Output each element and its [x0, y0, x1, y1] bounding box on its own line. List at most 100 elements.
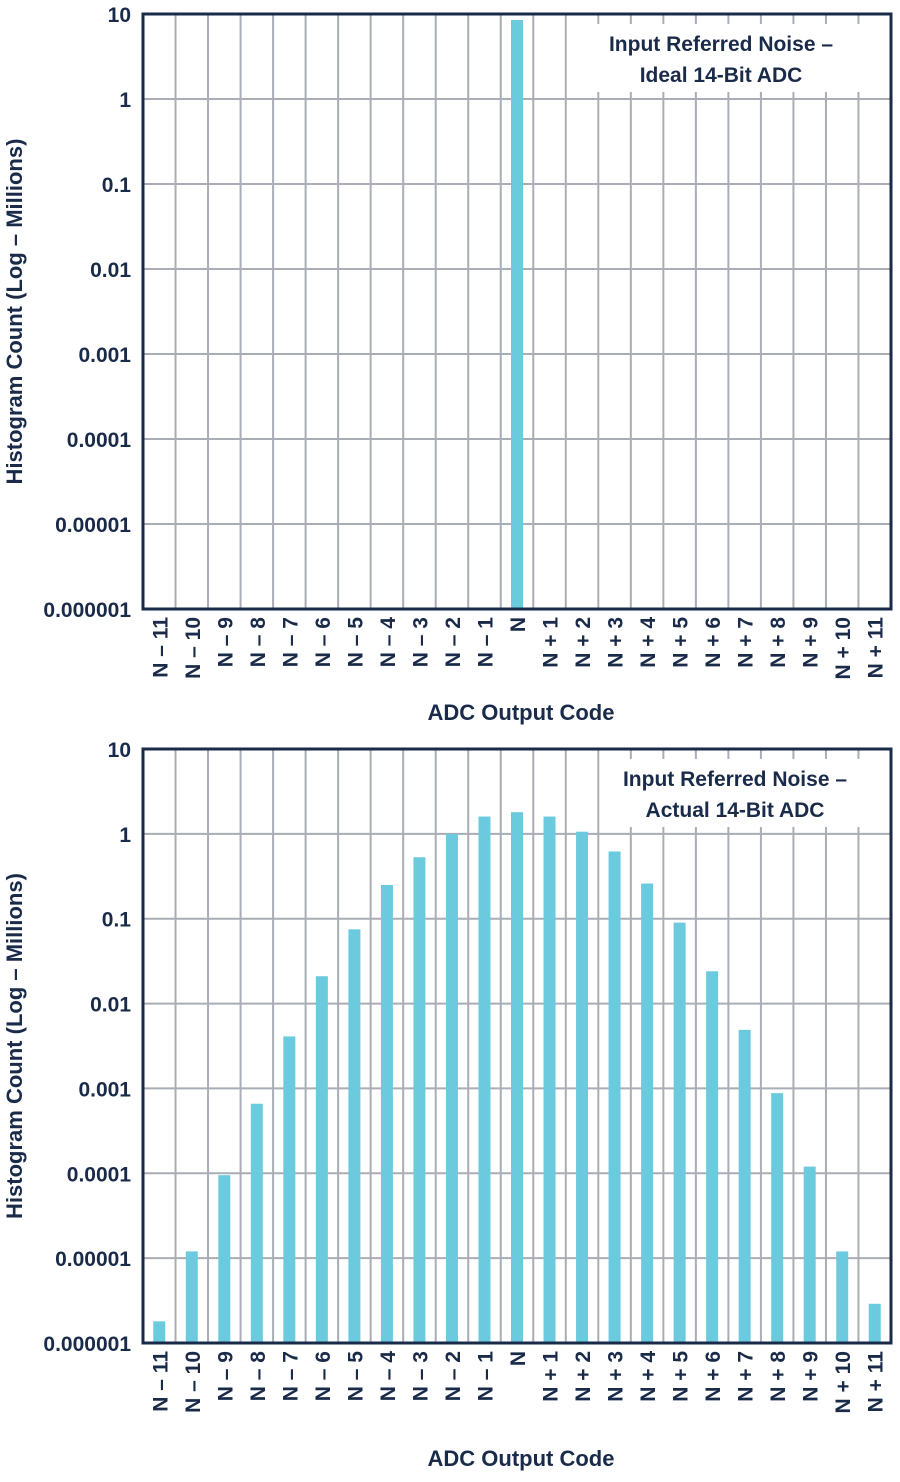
x-tick-label: N + 8 — [767, 617, 790, 668]
y-tick-label: 10 — [108, 739, 131, 762]
y-tick-label: 10 — [108, 4, 131, 27]
plot-frame — [141, 12, 893, 611]
x-tick-label: N + 2 — [572, 1351, 595, 1402]
y-tick-label: 0.0001 — [67, 429, 132, 452]
bar — [478, 816, 491, 1343]
y-tick-label: 0.0001 — [67, 1163, 132, 1186]
x-axis-label: ADC Output Code — [428, 1446, 615, 1471]
x-tick-label: N + 11 — [865, 617, 888, 679]
bar — [283, 1036, 296, 1343]
y-tick-label: 0.1 — [102, 174, 132, 197]
x-tick-label: N + 10 — [832, 617, 855, 679]
bar — [511, 19, 523, 610]
x-tick-label: N – 10 — [182, 617, 205, 679]
x-tick-label: N – 11 — [149, 1351, 172, 1412]
x-tick-label: N – 5 — [344, 617, 367, 668]
bar — [738, 1029, 751, 1343]
x-tick-label: N – 4 — [377, 617, 400, 668]
bar — [543, 816, 556, 1343]
x-tick-label: N – 6 — [312, 617, 335, 667]
x-tick-labels: N – 11 N – 10 N – 9 N – 8 N – 7 N – 6 N – 5 N –… — [149, 617, 887, 680]
x-tick-label: N + 10 — [832, 1351, 855, 1413]
x-tick-label: N + 6 — [702, 1351, 725, 1402]
bar — [185, 1251, 198, 1343]
x-tick-label: N + 4 — [637, 1351, 660, 1402]
x-tick-label: N – 3 — [409, 1351, 432, 1401]
y-tick-label: 0.000001 — [43, 599, 131, 622]
x-axis-label: ADC Output Code — [428, 700, 615, 725]
annotation-text: Actual 14-Bit ADC — [646, 799, 825, 822]
chart-ideal-adc: Input Referred Noise –Ideal 14-Bit ADC10… — [2, 4, 893, 725]
bar — [348, 929, 361, 1343]
bars — [153, 812, 881, 1343]
bar — [445, 833, 458, 1343]
bar — [413, 857, 426, 1343]
x-tick-label: N + 5 — [670, 1351, 693, 1402]
x-tick-label: N + 9 — [800, 617, 823, 668]
x-tick-label: N + 3 — [605, 1351, 628, 1402]
annotation-background — [600, 759, 870, 827]
x-tick-label: N – 8 — [247, 1351, 270, 1402]
y-tick-label: 0.001 — [78, 344, 131, 367]
x-tick-label: N – 9 — [214, 1351, 237, 1401]
annotation-text: Input Referred Noise – — [609, 33, 833, 56]
y-tick-label: 0.001 — [78, 1078, 131, 1101]
bars — [511, 19, 523, 610]
bar — [315, 976, 328, 1343]
bar — [153, 1321, 166, 1343]
bar — [771, 1093, 784, 1343]
bar — [836, 1251, 849, 1343]
bar — [868, 1303, 881, 1343]
bar — [608, 851, 621, 1343]
y-tick-labels: 10 1 0.1 0.01 0.001 0.0001 0.00001 0.000001 — [43, 739, 131, 1356]
y-tick-label: 1 — [119, 89, 131, 112]
y-axis-label: Histogram Count (Log – Millions) — [2, 139, 27, 485]
bar — [673, 922, 686, 1343]
x-tick-label: N + 7 — [735, 1351, 758, 1402]
x-tick-label: N – 3 — [409, 617, 432, 667]
annotation-background — [573, 24, 869, 92]
x-tick-label: N + 3 — [605, 617, 628, 668]
bar — [250, 1103, 263, 1343]
x-tick-label: N – 5 — [344, 1351, 367, 1402]
x-tick-label: N + 7 — [735, 617, 758, 668]
bar — [803, 1166, 816, 1343]
x-tick-label: N – 11 — [149, 617, 172, 678]
x-tick-label: N + 1 — [540, 617, 563, 668]
grid — [143, 749, 891, 1343]
y-tick-label: 0.000001 — [43, 1333, 131, 1356]
bar — [218, 1175, 231, 1343]
x-tick-label: N + 5 — [670, 617, 693, 668]
x-tick-label: N – 1 — [474, 617, 497, 668]
bar — [380, 884, 393, 1343]
x-tick-label: N – 4 — [377, 1351, 400, 1402]
y-tick-label: 0.1 — [102, 909, 132, 932]
x-tick-label: N — [507, 1351, 530, 1366]
y-tick-label: 1 — [119, 824, 131, 847]
x-tick-label: N – 10 — [182, 1351, 205, 1413]
annotation-text: Input Referred Noise – — [623, 768, 847, 791]
plot-frame — [141, 747, 893, 1345]
x-tick-label: N + 8 — [767, 1351, 790, 1402]
x-tick-label: N – 7 — [279, 617, 302, 667]
y-tick-label: 0.00001 — [55, 514, 131, 537]
y-tick-labels: 10 1 0.1 0.01 0.001 0.0001 0.00001 0.000001 — [43, 4, 131, 622]
annotation-text: Ideal 14-Bit ADC — [640, 64, 803, 87]
chart-actual-adc: Input Referred Noise – Actual 14-Bit ADC 1… — [2, 739, 893, 1471]
bar — [706, 971, 719, 1343]
bar — [511, 812, 523, 1343]
x-tick-label: N – 2 — [442, 1351, 465, 1401]
x-tick-label: N — [507, 617, 530, 632]
x-tick-label: N + 1 — [540, 1351, 563, 1402]
bar — [576, 831, 589, 1343]
y-tick-label: 0.01 — [90, 994, 131, 1017]
y-tick-label: 0.01 — [90, 259, 131, 282]
x-tick-labels: N – 11 N – 10 N – 9 N – 8 N – 7 N – 6 N – 5 N –… — [149, 1351, 887, 1414]
annotation: Input Referred Noise – Actual 14-Bit ADC — [600, 759, 870, 827]
x-tick-label: N – 2 — [442, 617, 465, 667]
x-tick-label: N – 9 — [214, 617, 237, 667]
x-tick-label: N + 9 — [800, 1351, 823, 1402]
x-tick-label: N – 1 — [474, 1351, 497, 1402]
x-tick-label: N – 6 — [312, 1351, 335, 1401]
